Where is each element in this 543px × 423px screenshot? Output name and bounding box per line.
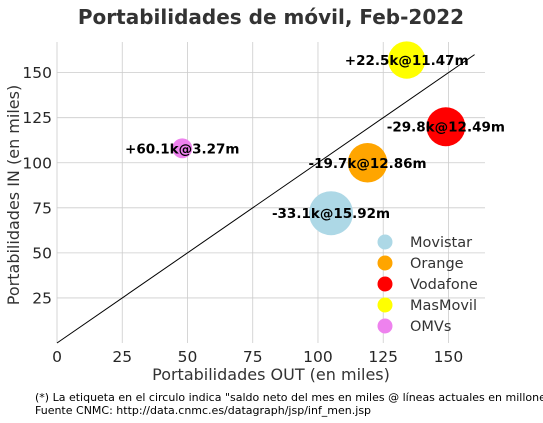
y-tick-label: 75 — [32, 199, 52, 217]
legend: Movistar Orange Vodafone MasMovil OMVs — [377, 234, 478, 335]
y-axis-label: Portabilidades IN (en miles) — [4, 85, 23, 305]
x-tick-label: 50 — [178, 348, 198, 366]
x-axis-label: Portabilidades OUT (en miles) — [152, 365, 390, 384]
legend-marker-orange — [377, 255, 393, 271]
diagonal-reference-line — [56, 54, 475, 344]
y-tick-label: 25 — [32, 289, 52, 307]
bubble-omvs — [172, 138, 193, 159]
bubbles — [172, 41, 466, 236]
legend-marker-vodafone — [377, 276, 393, 292]
legend-marker-masmovil — [377, 297, 393, 313]
x-tick-label: 25 — [112, 348, 132, 366]
x-tick-label: 75 — [243, 348, 263, 366]
footnote-explanation: (*) La etiqueta en el circulo indica "sa… — [35, 391, 543, 404]
tick-labels: 0 25 50 75 100 125 150 25 50 75 100 125 150 — [22, 64, 463, 366]
grid — [56, 42, 485, 343]
legend-label-movistar: Movistar — [410, 235, 472, 251]
bubble-movistar — [309, 191, 354, 236]
bubble-orange — [347, 142, 388, 183]
data-label-omvs: +60.1k@3.27m — [125, 141, 239, 157]
x-tick-label: 125 — [368, 348, 398, 366]
bubble-vodafone — [426, 107, 466, 147]
x-tick-label: 0 — [52, 348, 62, 366]
chart-title: Portabilidades de móvil, Feb-2022 — [78, 5, 464, 29]
x-tick-label: 100 — [303, 348, 333, 366]
legend-label-orange: Orange — [410, 256, 464, 272]
x-tick-label: 150 — [434, 348, 464, 366]
footnote-source: Fuente CNMC: http://data.cnmc.es/datagra… — [35, 404, 372, 417]
y-tick-label: 125 — [22, 109, 52, 127]
data-label-masmovil: +22.5k@11.47m — [345, 53, 469, 69]
legend-label-vodafone: Vodafone — [410, 277, 478, 293]
legend-label-masmovil: MasMovil — [410, 298, 477, 314]
legend-marker-movistar — [377, 234, 393, 250]
data-label-orange: -19.7k@12.86m — [308, 156, 426, 172]
data-label-vodafone: -29.8k@12.49m — [387, 120, 505, 136]
legend-marker-omvs — [377, 318, 393, 334]
data-labels: -33.1k@15.92m -19.7k@12.86m -29.8k@12.49m +… — [125, 53, 505, 222]
data-label-movistar: -33.1k@15.92m — [272, 206, 390, 222]
y-tick-label: 150 — [22, 64, 52, 82]
bubble-masmovil — [388, 41, 426, 79]
y-tick-label: 50 — [32, 244, 52, 262]
y-tick-label: 100 — [22, 154, 52, 172]
legend-label-omvs: OMVs — [410, 319, 451, 335]
